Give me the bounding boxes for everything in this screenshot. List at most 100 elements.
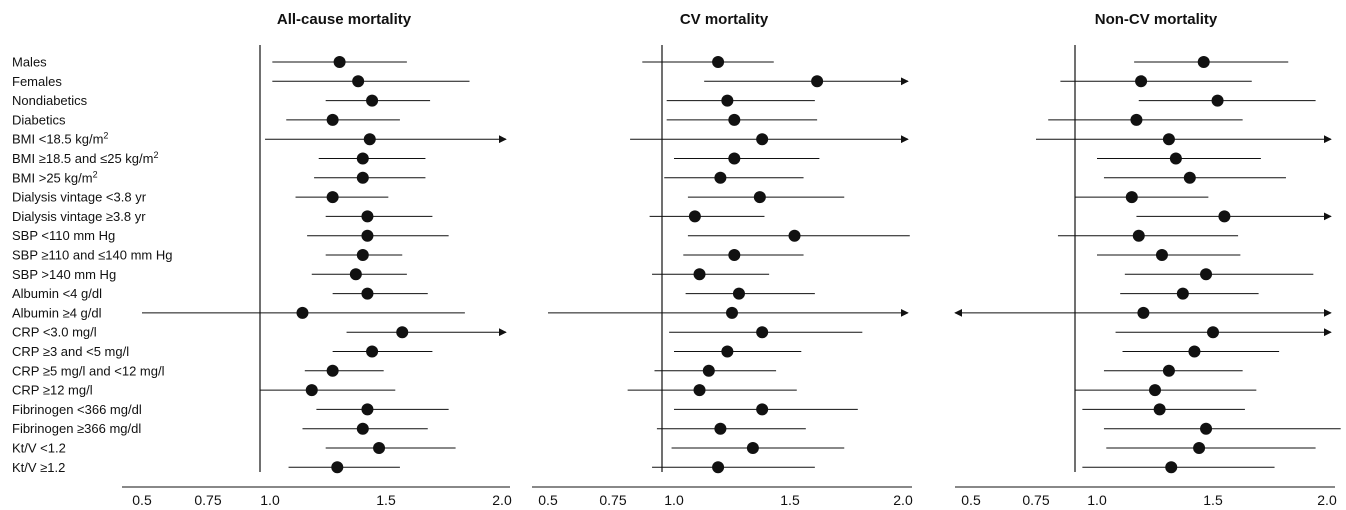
point-estimate xyxy=(753,191,766,204)
row-label: Dialysis vintage <3.8 yr xyxy=(12,190,147,205)
forest-panel-2: CV mortality 0.5 0.75 1.0 1.5 2.0 xyxy=(532,11,913,508)
point-estimate xyxy=(1200,422,1213,435)
row-label: CRP ≥3 and <5 mg/l xyxy=(12,344,129,359)
x-tick-label: 0.5 xyxy=(961,492,981,508)
row-label: CRP <3.0 mg/l xyxy=(12,325,97,340)
point-estimate xyxy=(1197,56,1210,68)
point-estimate xyxy=(1130,113,1143,126)
point-estimate xyxy=(811,75,824,88)
point-estimate xyxy=(1153,403,1166,416)
row-label: SBP ≥110 and ≤140 mm Hg xyxy=(12,248,173,263)
point-estimate xyxy=(373,442,386,454)
x-tick-label: 0.75 xyxy=(599,492,626,508)
row-label: Diabetics xyxy=(12,112,66,127)
x-tick-label: 1.5 xyxy=(1203,492,1223,508)
point-estimate xyxy=(702,364,715,377)
point-estimate xyxy=(333,56,346,68)
point-estimate xyxy=(721,94,734,107)
x-tick-label: 0.5 xyxy=(132,492,152,508)
point-estimate xyxy=(396,326,409,339)
point-estimate xyxy=(361,229,374,242)
point-estimate xyxy=(728,249,741,261)
point-estimate xyxy=(756,403,769,416)
point-estimate xyxy=(721,345,734,358)
row-label: SBP >140 mm Hg xyxy=(12,267,116,282)
x-tick-label: 2.0 xyxy=(893,492,913,508)
row-label: SBP <110 mm Hg xyxy=(12,228,115,243)
point-estimate xyxy=(356,171,369,184)
point-estimate xyxy=(356,422,369,435)
point-estimate xyxy=(732,287,745,300)
point-estimate xyxy=(1188,345,1201,358)
panels: All-cause mortality 0.5 0.75 1.0 1.5 2.0 CV mo… xyxy=(122,11,1341,508)
point-estimate xyxy=(1169,152,1182,165)
point-estimate xyxy=(714,422,727,435)
row-label: Albumin ≥4 g/dl xyxy=(12,305,102,320)
x-tick-label: 0.75 xyxy=(1022,492,1049,508)
point-estimate xyxy=(1155,249,1168,261)
x-tick-label: 1.5 xyxy=(376,492,396,508)
point-estimate xyxy=(366,94,379,107)
point-estimate xyxy=(1165,461,1178,474)
point-estimate xyxy=(361,210,374,223)
point-estimate xyxy=(1162,133,1175,146)
point-estimate xyxy=(1207,326,1219,339)
x-tick-label: 1.0 xyxy=(1087,492,1107,508)
point-estimate xyxy=(1200,268,1213,281)
point-estimate xyxy=(356,249,369,261)
x-tick-label: 0.5 xyxy=(538,492,558,508)
point-estimate xyxy=(712,56,725,68)
row-label: Dialysis vintage ≥3.8 yr xyxy=(12,209,146,224)
point-estimate xyxy=(1183,171,1196,184)
point-estimate xyxy=(352,75,365,88)
panel-title: CV mortality xyxy=(680,11,769,28)
point-estimate xyxy=(1132,229,1145,242)
point-estimate xyxy=(361,403,374,416)
point-estimate xyxy=(712,461,725,474)
x-tick-label: 2.0 xyxy=(1317,492,1337,508)
point-estimate xyxy=(361,287,374,300)
point-estimate xyxy=(349,268,362,281)
x-tick-label: 0.75 xyxy=(194,492,221,508)
forest-panel-3: Non-CV mortality 0.5 0.75 1.0 1.5 2.0 xyxy=(954,11,1341,508)
point-estimate xyxy=(728,152,741,165)
point-estimate xyxy=(326,113,339,126)
x-tick-label: 1.0 xyxy=(260,492,280,508)
point-estimate xyxy=(728,113,741,126)
point-estimate xyxy=(726,306,738,319)
point-estimate xyxy=(1135,75,1148,88)
point-estimate xyxy=(1162,364,1175,377)
point-estimate xyxy=(788,229,801,242)
point-estimate xyxy=(1218,210,1231,223)
row-label: Kt/V <1.2 xyxy=(12,441,66,456)
point-estimate xyxy=(746,442,759,454)
point-estimate xyxy=(756,133,769,146)
point-estimate xyxy=(326,191,339,204)
point-estimate xyxy=(1211,94,1224,107)
point-estimate xyxy=(305,384,318,397)
point-estimate xyxy=(1193,442,1206,454)
row-label: Kt/V ≥1.2 xyxy=(12,460,65,475)
row-label: Females xyxy=(12,74,62,89)
x-tick-label: 1.5 xyxy=(780,492,800,508)
point-estimate xyxy=(693,384,706,397)
row-label: BMI ≥18.5 and ≤25 kg/m2 xyxy=(12,150,158,166)
point-estimate xyxy=(756,326,769,339)
point-estimate xyxy=(714,171,727,184)
panel-title: Non-CV mortality xyxy=(1095,11,1218,28)
point-estimate xyxy=(688,210,701,223)
row-label: CRP ≥12 mg/l xyxy=(12,383,93,398)
row-label: Fibrinogen <366 mg/dl xyxy=(12,402,142,417)
row-label: BMI >25 kg/m2 xyxy=(12,169,98,185)
row-label: Fibrinogen ≥366 mg/dl xyxy=(12,421,141,436)
row-labels: Males Females Nondiabetics Diabetics BMI <18… xyxy=(12,55,173,475)
row-label: Males xyxy=(12,55,47,70)
row-label: Nondiabetics xyxy=(12,93,88,108)
point-estimate xyxy=(331,461,344,474)
point-estimate xyxy=(693,268,706,281)
panel-title: All-cause mortality xyxy=(277,11,412,28)
point-estimate xyxy=(326,364,339,377)
point-estimate xyxy=(1125,191,1138,204)
point-estimate xyxy=(296,306,309,319)
